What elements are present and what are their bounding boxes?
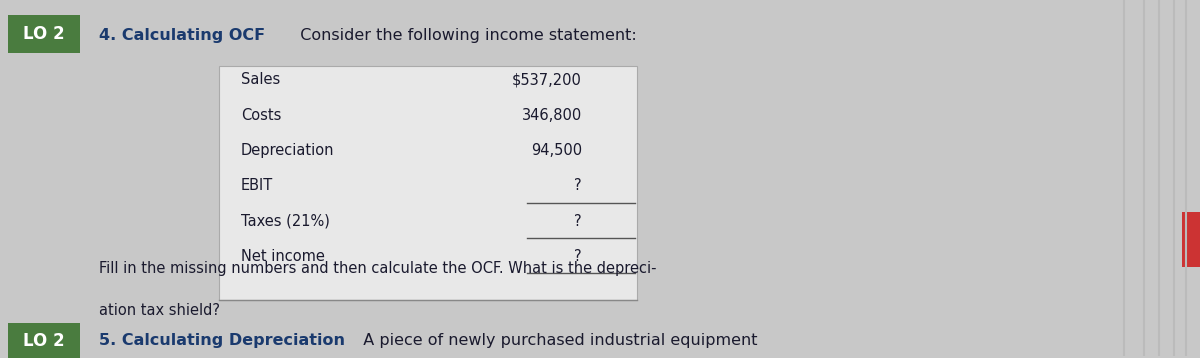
Text: Net income: Net income [241, 249, 325, 264]
Text: Fill in the missing numbers and then calculate the OCF. What is the depreci-: Fill in the missing numbers and then cal… [100, 261, 656, 276]
Text: 94,500: 94,500 [530, 143, 582, 158]
Text: $537,200: $537,200 [512, 72, 582, 87]
Text: LO 2: LO 2 [23, 332, 65, 349]
Text: ?: ? [575, 249, 582, 264]
Text: A piece of newly purchased industrial equipment: A piece of newly purchased industrial eq… [353, 333, 757, 348]
Text: EBIT: EBIT [241, 178, 272, 193]
Text: 4. Calculating OCF: 4. Calculating OCF [100, 28, 265, 43]
Text: Depreciation: Depreciation [241, 143, 335, 158]
FancyBboxPatch shape [1182, 212, 1200, 267]
FancyBboxPatch shape [8, 323, 79, 358]
Text: Consider the following income statement:: Consider the following income statement: [290, 28, 637, 43]
Text: 5. Calculating Depreciation: 5. Calculating Depreciation [100, 333, 346, 348]
Text: Taxes (21%): Taxes (21%) [241, 213, 330, 228]
Text: 346,800: 346,800 [522, 107, 582, 122]
Text: ?: ? [575, 213, 582, 228]
Text: ?: ? [575, 178, 582, 193]
Text: Costs: Costs [241, 107, 281, 122]
FancyBboxPatch shape [218, 66, 637, 300]
FancyBboxPatch shape [8, 15, 79, 53]
Text: Sales: Sales [241, 72, 280, 87]
Text: ation tax shield?: ation tax shield? [100, 303, 221, 318]
Text: LO 2: LO 2 [23, 25, 65, 43]
